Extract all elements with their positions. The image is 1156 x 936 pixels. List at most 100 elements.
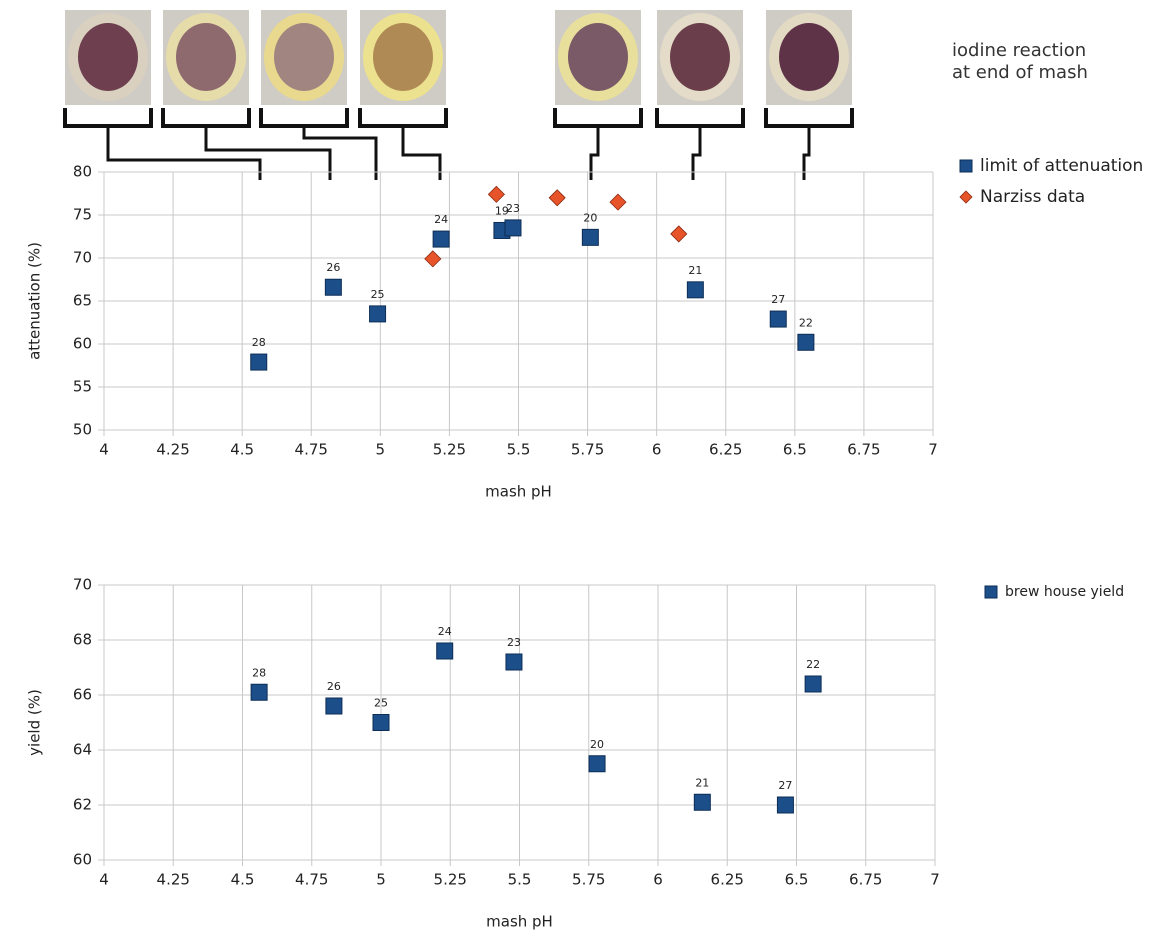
legend-label: limit of attenuation (980, 156, 1143, 176)
point-label: 27 (771, 293, 785, 306)
connector (691, 126, 702, 180)
legend-label: Narziss data (980, 187, 1085, 207)
legend-swatch (984, 585, 998, 599)
photo-stain (176, 23, 236, 91)
data-point (369, 305, 387, 323)
x-tick-label: 4.5 (231, 871, 255, 889)
bracket (655, 108, 745, 128)
data-point (581, 228, 599, 246)
y-tick-label: 66 (73, 686, 92, 704)
point-label: 28 (252, 666, 266, 679)
point-label: 24 (438, 625, 452, 638)
x-tick-label: 6 (653, 871, 663, 889)
x-tick-label: 5.25 (433, 441, 466, 459)
x-tick-label: 6.5 (785, 871, 809, 889)
x-tick-label: 7 (928, 441, 938, 459)
bracket (161, 108, 251, 128)
point-label: 20 (590, 738, 604, 751)
y-axis-title: yield (%) (26, 689, 44, 756)
y-tick-label: 75 (73, 206, 92, 224)
legend-label: brew house yield (1005, 584, 1124, 600)
photo-stain (779, 23, 839, 91)
point-label: 20 (583, 211, 597, 224)
data-point (250, 683, 268, 701)
connector (106, 126, 262, 180)
photo-stain (78, 23, 138, 91)
bracket (259, 108, 349, 128)
x-tick-label: 4 (99, 871, 109, 889)
x-tick-label: 5 (376, 441, 386, 459)
data-point (670, 225, 688, 243)
data-point (548, 189, 566, 207)
point-label: 28 (252, 336, 266, 349)
photo-stain (373, 23, 433, 91)
annotation: iodine reaction at end of mash (952, 40, 1088, 83)
data-point (424, 250, 442, 268)
x-tick-label: 4.5 (230, 441, 254, 459)
y-tick-label: 62 (73, 796, 92, 814)
point-label: 26 (326, 261, 340, 274)
data-point (588, 755, 606, 773)
x-tick-label: 4.75 (295, 441, 328, 459)
x-axis-title: mash pH (485, 483, 552, 501)
connector (589, 126, 600, 180)
data-point (487, 185, 505, 203)
x-tick-label: 5.75 (572, 871, 605, 889)
point-label: 22 (799, 316, 813, 329)
photo-stain (568, 23, 628, 91)
point-label: 21 (695, 776, 709, 789)
point-label: 27 (778, 779, 792, 792)
data-point (432, 230, 450, 248)
connector (802, 126, 811, 180)
legend-swatch (959, 159, 973, 173)
data-point (686, 281, 704, 299)
data-point (693, 793, 711, 811)
point-label: 23 (506, 202, 520, 215)
point-label: 22 (806, 658, 820, 671)
y-tick-label: 80 (73, 163, 92, 181)
point-label: 25 (371, 288, 385, 301)
x-tick-label: 4.25 (157, 871, 190, 889)
point-label: 24 (434, 213, 448, 226)
data-point (250, 353, 268, 371)
x-tick-label: 5.5 (508, 871, 532, 889)
x-tick-label: 6 (652, 441, 662, 459)
data-point (505, 653, 523, 671)
x-axis-title: mash pH (486, 913, 553, 931)
y-tick-label: 65 (73, 292, 92, 310)
bracket (764, 108, 854, 128)
x-tick-label: 4.25 (156, 441, 189, 459)
photo-stain (274, 23, 334, 91)
photo-stain (670, 23, 730, 91)
y-tick-label: 55 (73, 378, 92, 396)
x-tick-label: 4 (99, 441, 109, 459)
y-axis-title: attenuation (%) (26, 242, 44, 360)
data-point (776, 796, 794, 814)
data-point (372, 714, 390, 731)
connector (204, 126, 332, 180)
point-label: 19 (495, 204, 509, 217)
point-label: 21 (688, 264, 702, 277)
y-tick-label: 70 (73, 249, 92, 267)
iodine-photos (63, 10, 854, 180)
y-tick-label: 68 (73, 631, 92, 649)
bracket (63, 108, 153, 128)
data-point (324, 278, 342, 296)
data-point (436, 642, 454, 660)
data-point (504, 219, 522, 237)
x-tick-label: 5.25 (434, 871, 467, 889)
x-tick-label: 6.75 (847, 441, 880, 459)
data-point (769, 310, 787, 328)
point-label: 25 (374, 697, 388, 710)
y-tick-label: 50 (73, 421, 92, 439)
x-tick-label: 7 (930, 871, 940, 889)
connector (401, 126, 442, 180)
bracket (553, 108, 643, 128)
x-tick-label: 5.5 (507, 441, 531, 459)
y-tick-label: 60 (73, 851, 92, 869)
data-point (609, 193, 627, 211)
bracket (358, 108, 448, 128)
x-tick-label: 6.5 (783, 441, 807, 459)
data-point (325, 697, 343, 715)
